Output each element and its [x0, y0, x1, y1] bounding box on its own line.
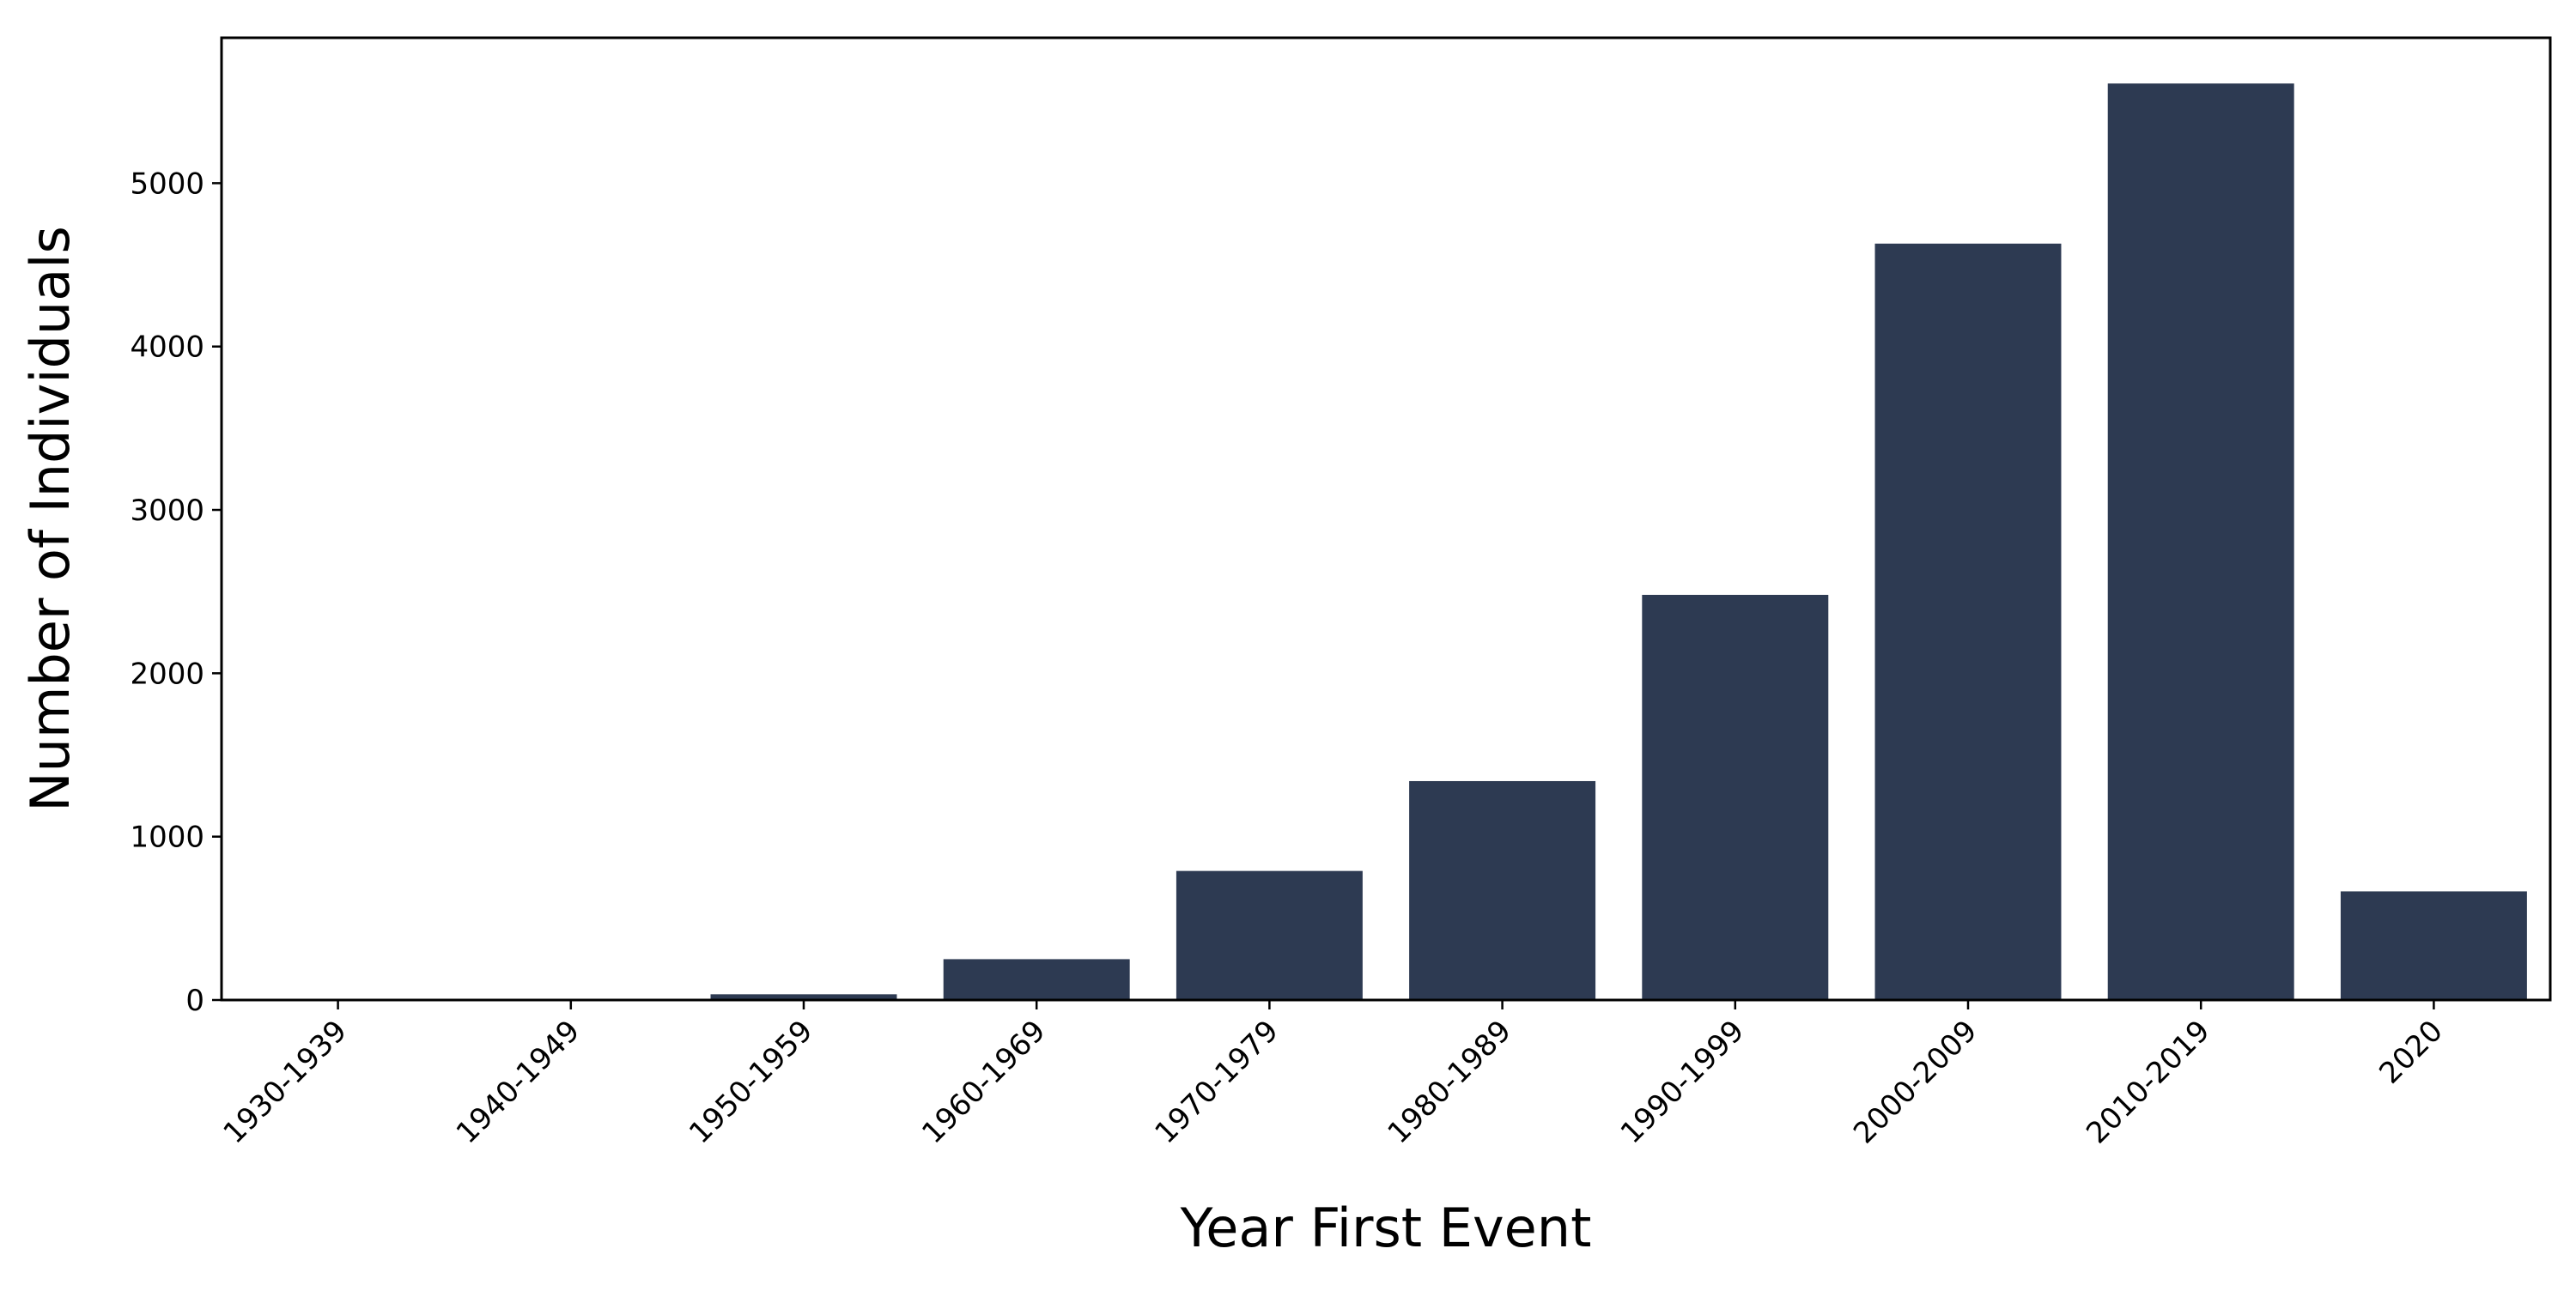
x-tick-label: 1960-1969 — [915, 1014, 1052, 1150]
x-tick-label: 1940-1949 — [450, 1014, 586, 1150]
plot-frame — [220, 36, 2552, 1002]
bar-2000-2009 — [1874, 243, 2062, 1000]
x-tick-label: 2010-2019 — [2080, 1014, 2216, 1150]
y-axis: 0 1000 2000 3000 4000 5000 — [130, 167, 222, 1018]
bar-2020 — [2340, 891, 2527, 1000]
x-tick-label: 1970-1979 — [1148, 1014, 1285, 1150]
y-tick-label: 4000 — [130, 330, 204, 365]
x-tick-label: 2000-2009 — [1847, 1014, 1984, 1150]
x-tick-label: 1980-1989 — [1382, 1014, 1518, 1150]
x-axis-label: Year First Event — [1180, 1197, 1592, 1259]
y-tick-label: 1000 — [130, 821, 204, 855]
bar-1950-1959 — [710, 994, 897, 1000]
y-tick-label: 3000 — [130, 494, 204, 528]
y-axis-label: Number of Individuals — [19, 226, 82, 811]
x-axis: 1930-1939 1940-1949 1950-1959 1960-1969 1970… — [217, 1000, 2450, 1150]
bars-layer — [245, 83, 2527, 1001]
bar-1990-1999 — [1642, 595, 1829, 1000]
x-tick-label: 1930-1939 — [217, 1014, 354, 1150]
x-tick-label: 1950-1959 — [683, 1014, 819, 1150]
bar-1960-1969 — [943, 959, 1130, 1000]
y-tick-label: 2000 — [130, 657, 204, 691]
bar-1980-1989 — [1409, 780, 1596, 1000]
bar-1970-1979 — [1176, 870, 1363, 1000]
x-tick-label: 2020 — [2372, 1014, 2449, 1090]
x-tick-label: 1990-1999 — [1614, 1014, 1751, 1150]
y-tick-label: 5000 — [130, 167, 204, 201]
y-tick-label: 0 — [185, 984, 204, 1018]
bar-2010-2019 — [2107, 83, 2294, 1001]
